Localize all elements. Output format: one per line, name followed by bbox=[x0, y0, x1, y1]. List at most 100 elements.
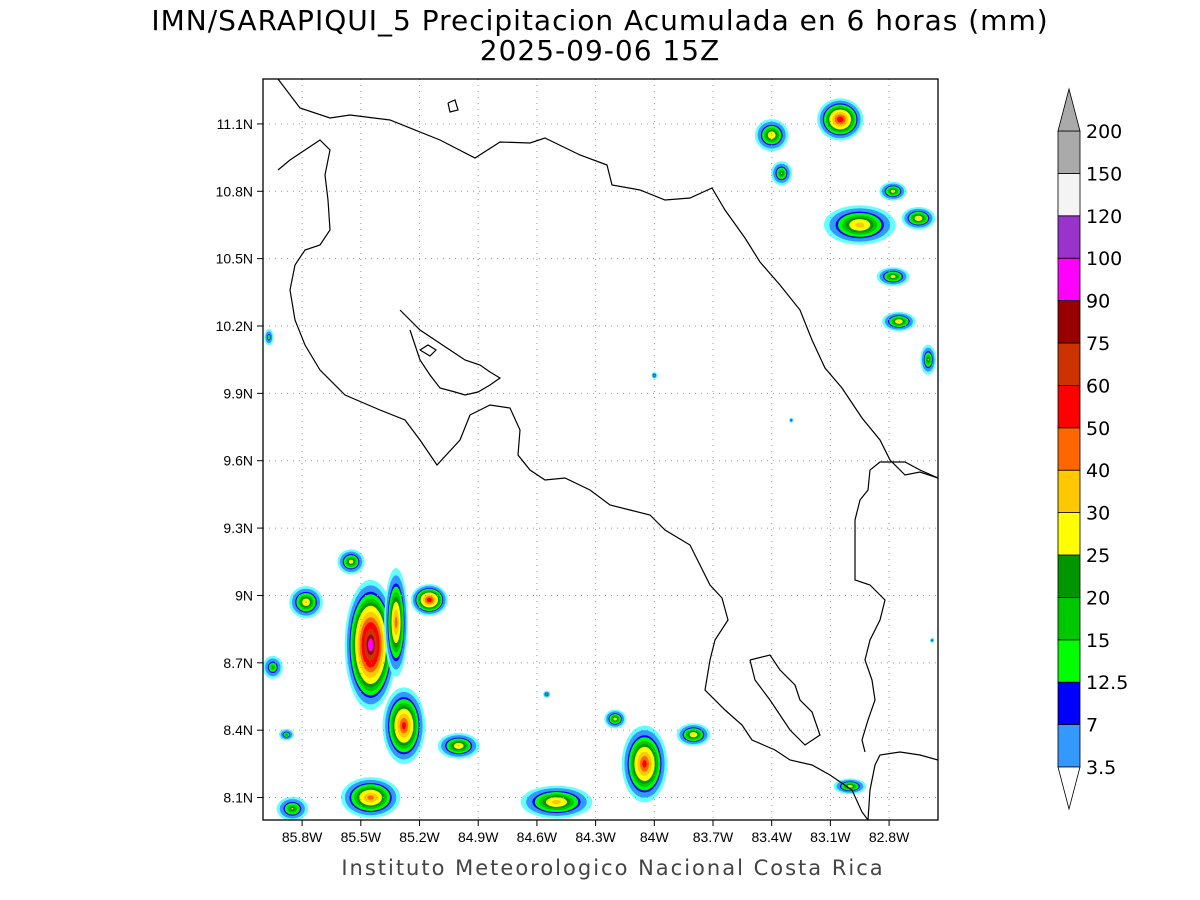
precip-cell bbox=[437, 733, 480, 759]
colorbar-swatch bbox=[1057, 427, 1081, 471]
colorbar-swatch bbox=[1057, 172, 1081, 217]
precip-cell bbox=[651, 372, 658, 379]
precip-cell bbox=[410, 584, 448, 616]
precipitation-layer bbox=[263, 98, 937, 820]
colorbar-swatch bbox=[1057, 724, 1081, 768]
y-tick-label: 10.5N bbox=[216, 251, 253, 267]
precip-contour-level bbox=[268, 336, 270, 338]
x-tick-label: 83.1W bbox=[810, 829, 851, 845]
precip-cell bbox=[754, 119, 789, 152]
precip-contour-level bbox=[847, 785, 853, 788]
colorbar-swatch bbox=[1057, 597, 1081, 641]
precip-contour-level bbox=[790, 420, 792, 421]
colorbar-legend: 3.5 7 12.5 15 20 25 30 40 50 60 75 90 100 120 150 200 bbox=[1057, 87, 1128, 811]
precip-cell bbox=[770, 161, 792, 186]
y-axis-ticks: 8.1N 8.4N 8.7N 9N 9.3N 9.6N 9.9N 10.2N 10.5N 10.8… bbox=[216, 116, 263, 806]
precip-contour-level bbox=[272, 666, 274, 669]
precip-cell bbox=[382, 687, 426, 765]
precip-cell bbox=[676, 723, 711, 746]
precip-cell bbox=[920, 344, 937, 375]
y-tick-label: 9N bbox=[235, 587, 253, 603]
precip-contour-level bbox=[368, 638, 374, 652]
x-tick-label: 84W bbox=[640, 829, 670, 845]
precip-contour-level bbox=[546, 693, 548, 695]
x-tick-label: 82.8W bbox=[869, 829, 910, 845]
precip-cell bbox=[278, 728, 294, 741]
colorbar-label: 30 bbox=[1086, 503, 1110, 525]
precip-cell bbox=[882, 311, 916, 332]
colorbar-label: 200 bbox=[1086, 121, 1122, 143]
precip-cell bbox=[337, 549, 365, 575]
y-tick-label: 8.4N bbox=[223, 722, 253, 738]
precip-contour-level bbox=[890, 275, 896, 279]
colorbar-label: 3.5 bbox=[1086, 757, 1116, 779]
chart-subtitle-date: 2025-09-06 15Z bbox=[479, 34, 721, 67]
y-tick-label: 11.1N bbox=[217, 116, 253, 132]
colorbar-swatch bbox=[1057, 300, 1081, 344]
colorbar-lower-arrow bbox=[1057, 766, 1081, 811]
precip-contour-level bbox=[836, 116, 844, 123]
precip-contour-level bbox=[348, 559, 354, 564]
colorbar-swatch bbox=[1057, 639, 1081, 683]
y-tick-label: 9.3N bbox=[223, 520, 253, 536]
precip-contour-level bbox=[426, 597, 432, 603]
precip-contour-level bbox=[642, 760, 647, 768]
colorbar-label: 7 bbox=[1086, 715, 1098, 737]
x-tick-label: 84.6W bbox=[517, 829, 558, 845]
colorbar-label: 20 bbox=[1086, 587, 1110, 609]
plot-frame bbox=[262, 78, 939, 821]
colorbar-label: 150 bbox=[1086, 163, 1122, 185]
y-tick-label: 8.1N bbox=[223, 790, 253, 806]
colorbar-label: 15 bbox=[1086, 630, 1110, 652]
precip-contour-level bbox=[692, 734, 695, 736]
colorbar-label: 50 bbox=[1086, 418, 1110, 440]
colorbar-label: 120 bbox=[1086, 206, 1122, 228]
x-tick-label: 85.5W bbox=[341, 829, 382, 845]
precip-cell bbox=[263, 655, 283, 679]
precip-cell bbox=[929, 637, 935, 643]
coastline bbox=[277, 79, 938, 820]
precip-contour-level bbox=[927, 358, 929, 361]
colorbar-label: 100 bbox=[1086, 248, 1122, 270]
colorbar-label: 12.5 bbox=[1086, 672, 1128, 694]
precip-contour-level bbox=[917, 217, 920, 219]
colorbar-swatch bbox=[1057, 681, 1081, 726]
precip-contour-level bbox=[457, 745, 460, 747]
x-tick-label: 85.8W bbox=[282, 829, 323, 845]
colorbar-label: 90 bbox=[1086, 291, 1110, 313]
x-tick-label: 84.9W bbox=[458, 829, 499, 845]
precip-cell bbox=[344, 579, 397, 710]
colorbar-swatch bbox=[1057, 469, 1081, 514]
colorbar-swatch bbox=[1057, 512, 1081, 556]
colorbar-upper-arrow bbox=[1057, 87, 1081, 132]
precip-contour-level bbox=[897, 320, 900, 323]
colorbar-swatch bbox=[1057, 342, 1081, 386]
precip-contour-level bbox=[613, 717, 617, 721]
precip-contour-level bbox=[367, 795, 374, 800]
y-tick-label: 10.2N bbox=[216, 318, 253, 334]
y-tick-label: 8.7N bbox=[223, 655, 253, 671]
precip-cell bbox=[789, 417, 794, 423]
colorbar-label: 60 bbox=[1086, 375, 1110, 397]
precip-cell bbox=[823, 205, 896, 245]
precip-cell bbox=[833, 778, 867, 795]
precip-contour-level bbox=[286, 734, 287, 736]
chart-title: IMN/SARAPIQUI_5 Precipitacion Acumulada … bbox=[151, 4, 1049, 37]
precip-cell bbox=[621, 725, 668, 803]
precip-cell bbox=[276, 796, 309, 820]
colorbar-swatch bbox=[1057, 215, 1081, 259]
precip-contour-level bbox=[305, 601, 307, 604]
precip-cell bbox=[384, 567, 408, 677]
precip-contour-level bbox=[931, 640, 933, 641]
colorbar-swatch bbox=[1057, 554, 1081, 598]
precip-cell bbox=[340, 777, 401, 818]
x-axis-ticks: 85.8W 85.5W 85.2W 84.9W 84.6W 84.3W 84W 83.7W 83… bbox=[282, 820, 910, 845]
precip-cell bbox=[289, 586, 323, 619]
precip-cell bbox=[876, 267, 910, 286]
x-tick-label: 83.7W bbox=[693, 829, 734, 845]
precip-contour-level bbox=[291, 808, 294, 810]
y-tick-label: 9.6N bbox=[223, 453, 253, 469]
precip-cell bbox=[817, 98, 864, 141]
colorbar-swatch bbox=[1057, 384, 1081, 429]
